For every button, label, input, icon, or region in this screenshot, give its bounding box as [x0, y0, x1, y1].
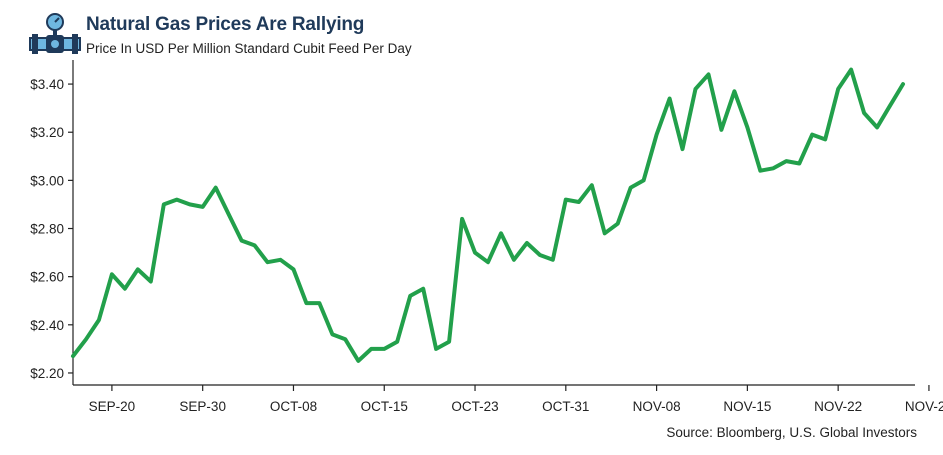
y-tick-label: $3.00	[30, 173, 64, 188]
y-tick-label: $2.20	[30, 366, 64, 381]
x-tick-label: SEP-20	[89, 399, 136, 414]
y-tick-label: $2.80	[30, 222, 64, 237]
gas-valve-pipeline-icon	[29, 13, 81, 54]
chart-subtitle: Price In USD Per Million Standard Cubit …	[86, 41, 412, 56]
x-axis: SEP-20 SEP-30 OCT-08 OCT-15 OCT-23 OCT-31 NOV-…	[73, 384, 943, 414]
y-tick-label: $2.40	[30, 318, 64, 333]
chart-header: Natural Gas Prices Are Rallying Price In…	[28, 10, 908, 64]
x-tick-label: OCT-15	[361, 399, 408, 414]
series-layer	[71, 67, 905, 363]
y-tick-label: $3.40	[30, 77, 64, 92]
y-axis: $2.20 $2.40 $2.60 $2.80 $3.00 $3.20 $3.40	[30, 60, 74, 385]
x-tick-label: OCT-31	[542, 399, 589, 414]
chart-title: Natural Gas Prices Are Rallying	[86, 14, 365, 35]
x-tick-label: OCT-23	[451, 399, 498, 414]
y-tick-label: $2.60	[30, 270, 64, 285]
series-line	[71, 67, 905, 363]
x-tick-label: NOV-15	[723, 399, 771, 414]
y-tick-label: $3.20	[30, 125, 64, 140]
x-tick-label: NOV-08	[633, 399, 681, 414]
x-tick-label: NOV-29	[905, 399, 943, 414]
source-note: Source: Bloomberg, U.S. Global Investors	[666, 425, 917, 440]
x-tick-label: OCT-08	[270, 399, 317, 414]
x-tick-label: NOV-22	[814, 399, 862, 414]
x-tick-label: SEP-30	[179, 399, 226, 414]
